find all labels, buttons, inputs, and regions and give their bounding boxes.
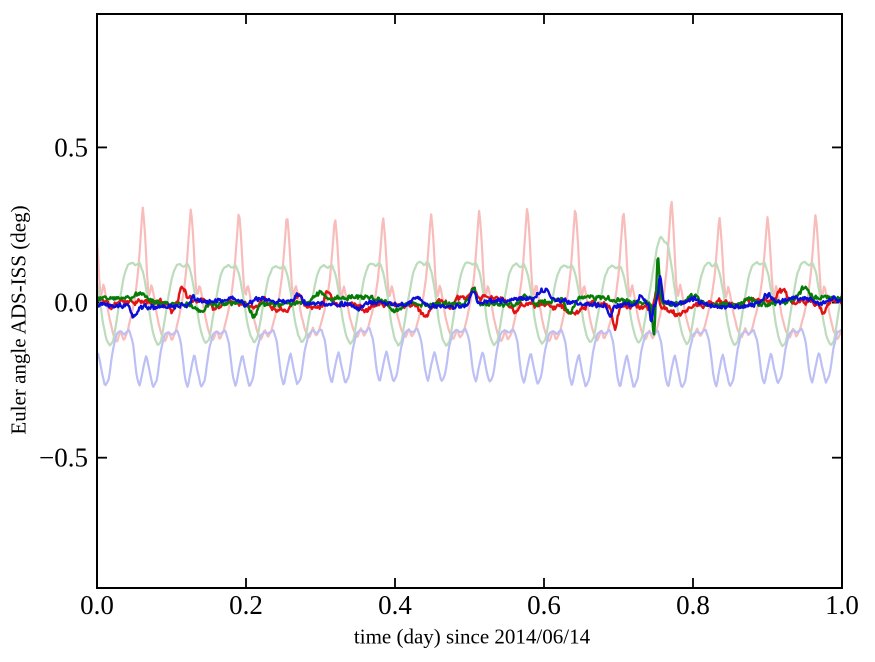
y-tick-label: 0.5 xyxy=(54,132,88,162)
series-light-blue xyxy=(97,326,842,388)
series-light-green xyxy=(97,235,842,348)
series-light-red xyxy=(97,200,842,343)
series-red xyxy=(97,285,842,331)
series-blue xyxy=(97,275,842,323)
x-tick-label: 1.0 xyxy=(825,590,859,620)
y-axis-title: Euler angle ADS-ISS (deg) xyxy=(6,205,31,435)
x-tick-label: 0.0 xyxy=(80,590,114,620)
x-tick-label: 0.8 xyxy=(676,590,710,620)
axes-frame xyxy=(96,13,843,589)
x-axis-title: time (day) since 2014/06/14 xyxy=(353,624,591,649)
y-tick-label: −0.5 xyxy=(39,443,88,473)
y-tick-label: 0.0 xyxy=(54,288,88,318)
x-tick-label: 0.4 xyxy=(378,590,412,620)
x-tick-label: 0.6 xyxy=(527,590,561,620)
x-tick-label: 0.2 xyxy=(229,590,263,620)
